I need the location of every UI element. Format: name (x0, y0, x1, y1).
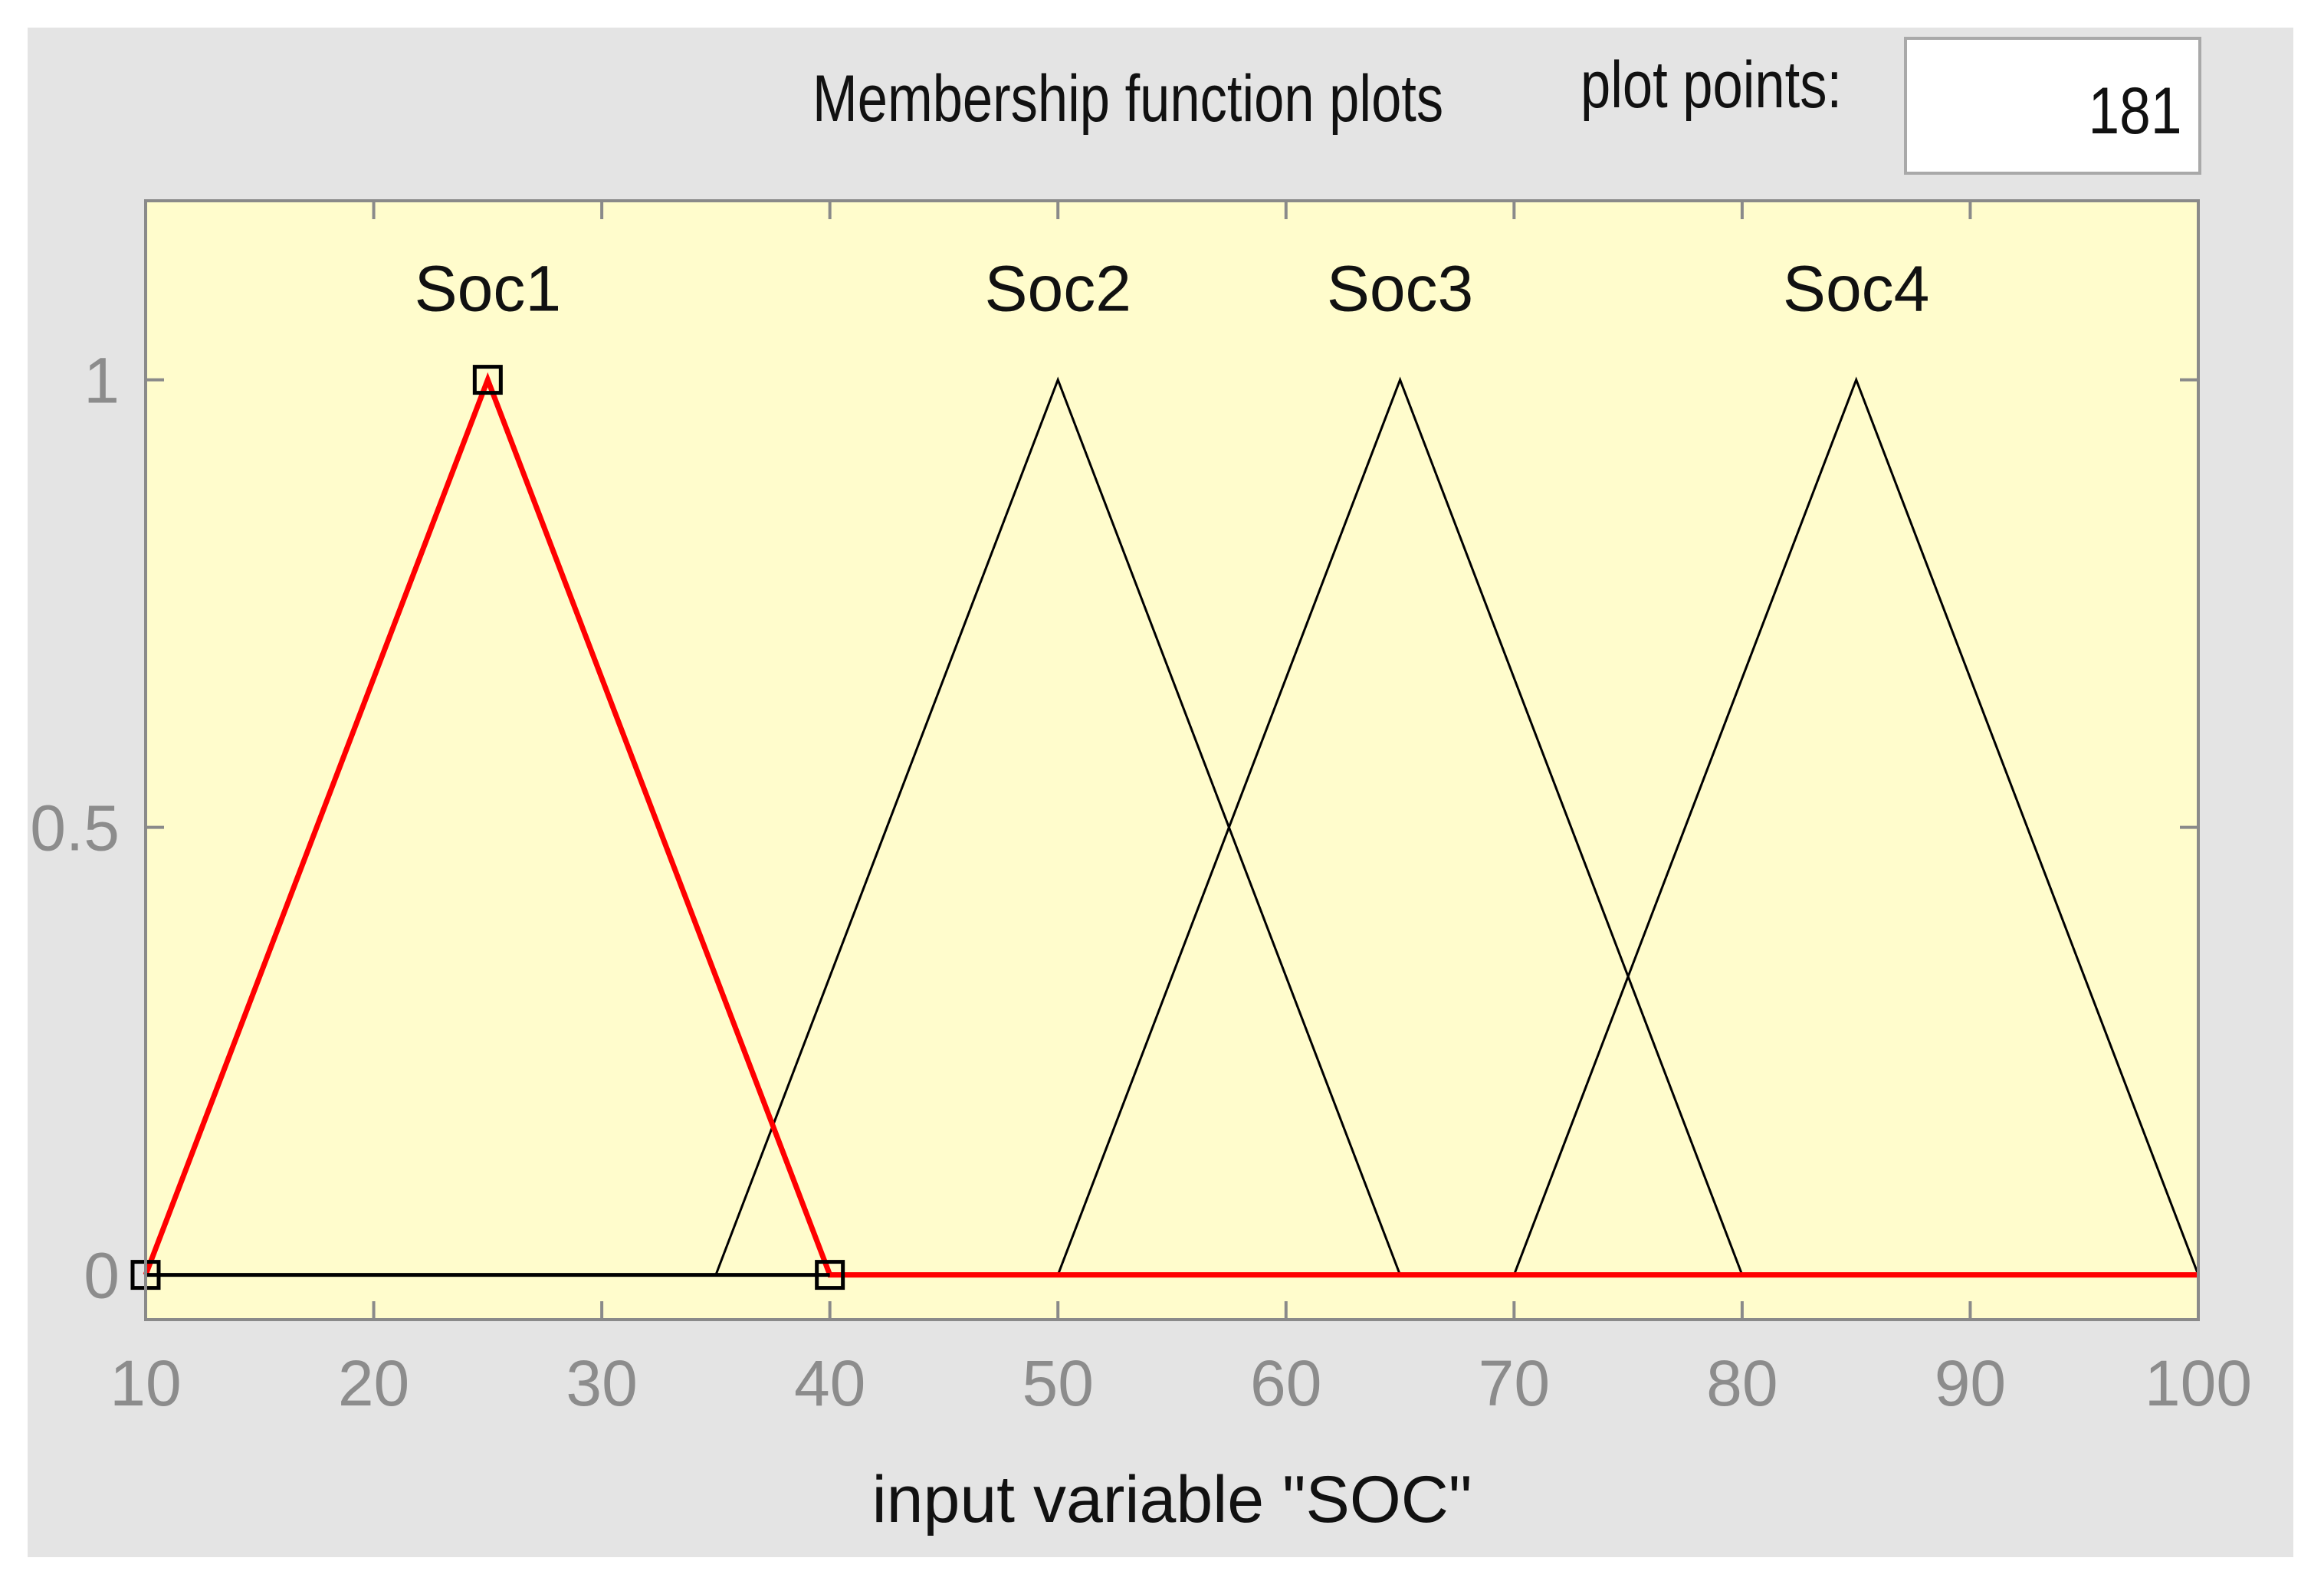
vertex-handle[interactable] (472, 365, 503, 395)
mf-label-soc3[interactable]: Soc3 (1327, 253, 1473, 325)
x-tick-label: 20 (338, 1347, 409, 1419)
plot-points-input[interactable]: 181 (1904, 37, 2201, 175)
x-tick-label: 10 (110, 1347, 181, 1419)
x-tick-label: 70 (1479, 1347, 1550, 1419)
tick-labels: 10 20 30 40 50 60 70 80 90 100 0 0.5 1 (30, 345, 2252, 1419)
x-tick-label: 40 (794, 1347, 865, 1419)
plot-points-value: 181 (2088, 74, 2181, 148)
mf-label-soc4[interactable]: Soc4 (1783, 253, 1929, 325)
plot-points-label: plot points: (1581, 48, 1843, 122)
plot-frame (144, 199, 2200, 1321)
y-tick-label: 0 (84, 1240, 120, 1312)
plot-area[interactable] (146, 201, 2198, 1320)
mf-line-soc1[interactable] (143, 372, 2198, 1278)
membership-function-lines[interactable] (130, 365, 2200, 1290)
y-tick-label: 1 (84, 345, 120, 417)
y-tick-label: 0.5 (30, 792, 120, 864)
x-tick-label: 80 (1706, 1347, 1777, 1419)
x-tick-label: 30 (566, 1347, 637, 1419)
x-tick-label: 50 (1022, 1347, 1094, 1419)
membership-function-labels[interactable]: Soc1 Soc2 Soc3 Soc4 (415, 253, 1930, 325)
mf-label-soc2[interactable]: Soc2 (984, 253, 1131, 325)
x-tick-label: 90 (1935, 1347, 2006, 1419)
mf-label-soc1[interactable]: Soc1 (415, 253, 561, 325)
x-tick-label: 100 (2145, 1347, 2252, 1419)
x-axis-title: input variable "SOC" (872, 1463, 1472, 1536)
x-tick-label: 60 (1250, 1347, 1321, 1419)
figure-title: Membership function plots (812, 62, 1444, 136)
vertex-handle[interactable] (815, 1260, 845, 1290)
